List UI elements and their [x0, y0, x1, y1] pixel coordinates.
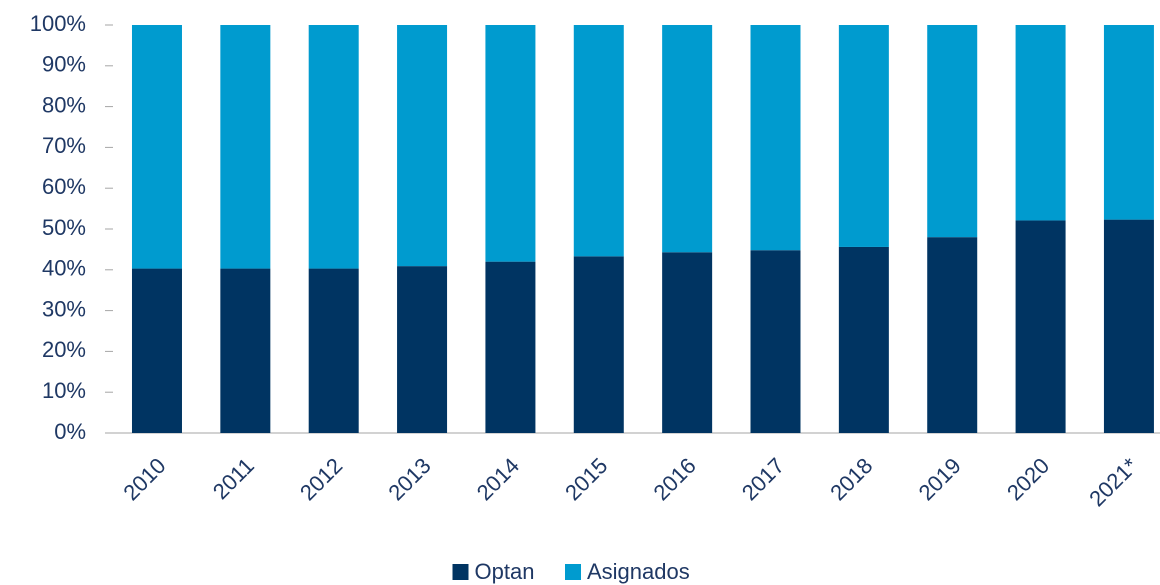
legend-swatch	[452, 564, 469, 580]
bar-segment	[220, 25, 271, 269]
bar-segment	[220, 268, 271, 433]
bar-segment	[308, 25, 359, 269]
bar-segment	[662, 252, 713, 433]
y-tick-label: 100%	[30, 11, 86, 36]
x-tick-label: 2019	[914, 453, 966, 505]
bar-segment	[573, 25, 624, 257]
y-tick-label: 70%	[42, 133, 86, 158]
legend-label: Optan	[475, 559, 535, 584]
bar-segment	[927, 25, 978, 238]
bar-segment	[838, 246, 889, 433]
x-tick-label: 2012	[295, 453, 347, 505]
x-tick-label: 2013	[383, 453, 435, 505]
legend-swatch	[565, 564, 581, 580]
bar-segment	[485, 25, 536, 262]
y-tick-label: 50%	[42, 215, 86, 240]
bar-segment	[397, 266, 448, 433]
y-tick-label: 40%	[42, 256, 86, 281]
bar-segment	[750, 25, 801, 251]
y-tick-label: 90%	[42, 52, 86, 77]
bar-segment	[131, 25, 182, 269]
y-tick-label: 0%	[54, 419, 86, 444]
y-tick-label: 60%	[42, 174, 86, 199]
bar-segment	[1103, 219, 1154, 433]
bar-segment	[662, 25, 713, 253]
x-tick-label: 2011	[208, 453, 259, 504]
bar-segment	[308, 268, 359, 433]
x-tick-label: 2010	[118, 453, 170, 505]
y-tick-label: 80%	[42, 92, 86, 117]
x-tick-label: 2020	[1002, 453, 1054, 505]
y-tick-label: 10%	[42, 378, 86, 403]
bar-segment	[1103, 25, 1154, 220]
bar-segment	[750, 250, 801, 433]
x-tick-label: 2016	[648, 453, 700, 505]
y-tick-label: 30%	[42, 296, 86, 321]
bar-segment	[1015, 220, 1066, 433]
bar-segment	[485, 261, 536, 433]
x-tick-label: 2015	[560, 453, 612, 505]
bar-segment	[397, 25, 448, 267]
bar-segment	[927, 237, 978, 433]
bar-segment	[838, 25, 889, 247]
x-tick-label: 2014	[472, 453, 524, 505]
bar-segment	[131, 268, 182, 433]
y-tick-label: 20%	[42, 337, 86, 362]
bar-segment	[1015, 25, 1066, 221]
bar-segment	[573, 256, 624, 433]
x-tick-label: 2018	[825, 453, 877, 505]
x-tick-label: 2017	[737, 453, 789, 505]
x-tick-label: 2021*	[1084, 453, 1143, 512]
legend-label: Asignados	[587, 559, 690, 584]
